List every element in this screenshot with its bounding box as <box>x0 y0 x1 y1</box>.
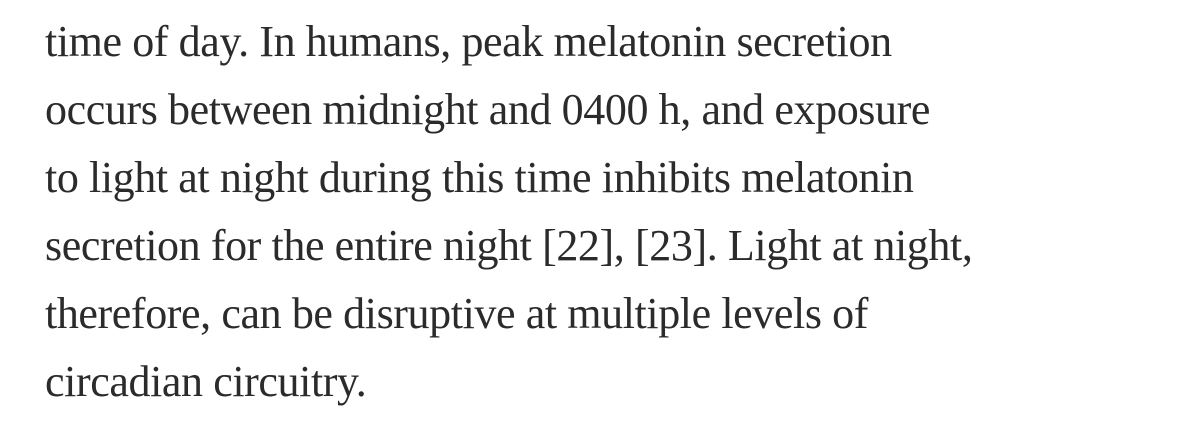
paragraph-line-4: secretion for the entire night [22], [23… <box>45 221 973 270</box>
paragraph-line-2: occurs between midnight and 0400 h, and … <box>45 85 931 134</box>
paragraph-line-3: to light at night during this time inhib… <box>45 153 914 202</box>
body-paragraph: time of day. In humans, peak melatonin s… <box>45 8 1185 416</box>
paragraph-line-1: time of day. In humans, peak melatonin s… <box>45 17 892 66</box>
paragraph-line-5: therefore, can be disruptive at multiple… <box>45 289 869 338</box>
paragraph-line-6: circadian circuitry. <box>45 357 367 406</box>
